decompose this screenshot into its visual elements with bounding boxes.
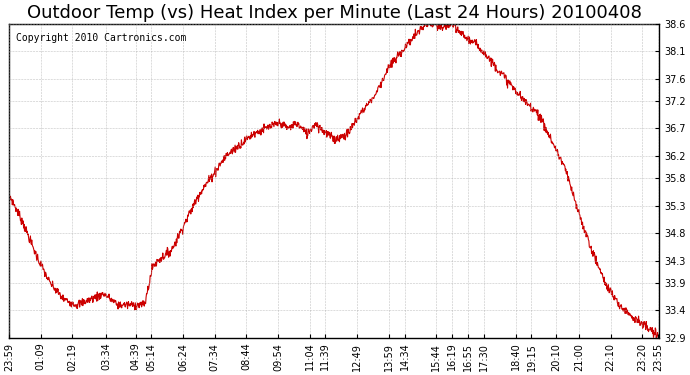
Text: Copyright 2010 Cartronics.com: Copyright 2010 Cartronics.com (16, 33, 186, 43)
Title: Outdoor Temp (vs) Heat Index per Minute (Last 24 Hours) 20100408: Outdoor Temp (vs) Heat Index per Minute … (27, 4, 642, 22)
